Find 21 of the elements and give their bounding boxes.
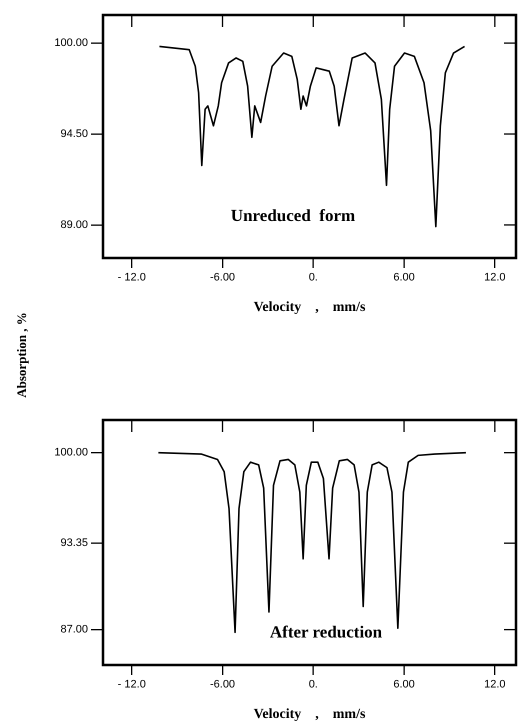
y-tick-label: 93.35: [60, 537, 88, 550]
x-tick-label: 12.0: [484, 272, 506, 284]
x-tick-label: 12.0: [484, 678, 506, 691]
x-axis-title: Velocity , mm/s: [254, 300, 366, 316]
x-tick-label: 0.: [308, 272, 318, 284]
x-axis-title: Velocity , mm/s: [254, 707, 366, 722]
y-tick-label: 100.00: [54, 37, 88, 50]
x-tick-label: 6.00: [393, 678, 415, 691]
annotation: Unreduced form: [230, 206, 356, 226]
x-tick-label: 6.00: [393, 272, 415, 284]
y-tick-label: 94.50: [60, 128, 88, 140]
y-tick-label: 87.00: [60, 624, 88, 636]
y-axis-title: Absorption , %: [14, 312, 30, 398]
x-tick-label: 0.: [308, 678, 318, 691]
annotation: After reduction: [270, 622, 383, 642]
y-tick-label: 100.00: [54, 446, 88, 459]
x-tick-label: - 12.0: [118, 272, 146, 284]
y-tick-label: 89.00: [60, 218, 88, 231]
x-tick-label: -6.00: [210, 272, 236, 284]
x-tick-label: -6.00: [210, 678, 236, 691]
x-tick-label: - 12.0: [118, 678, 146, 691]
